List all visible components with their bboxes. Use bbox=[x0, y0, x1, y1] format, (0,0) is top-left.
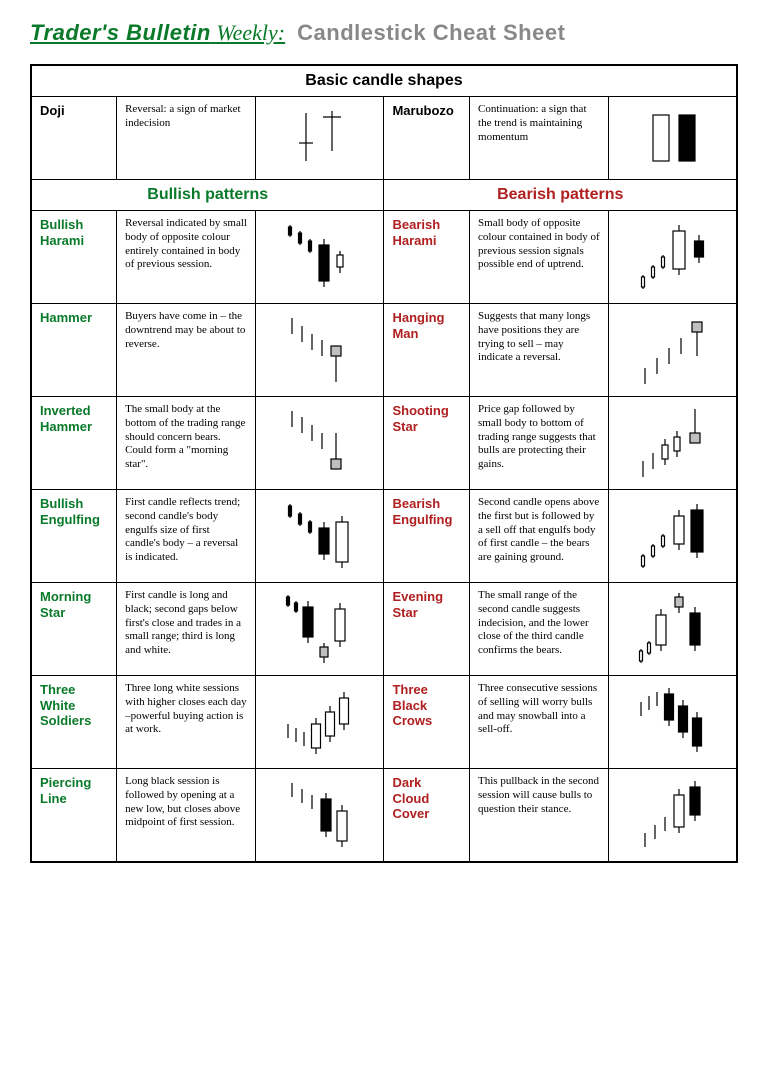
pattern-diagram bbox=[256, 676, 384, 769]
pattern-desc: Reversal: a sign of market indecision bbox=[117, 97, 256, 180]
pattern-name: Dark Cloud Cover bbox=[384, 769, 470, 863]
pattern-name: Hammer bbox=[31, 304, 117, 397]
brand-name: Trader's Bulletin bbox=[30, 20, 211, 45]
pattern-desc: Small body of opposite colour contained … bbox=[470, 211, 609, 304]
pattern-diagram bbox=[609, 676, 737, 769]
pattern-diagram bbox=[609, 304, 737, 397]
pattern-desc: Continuation: a sign that the trend is m… bbox=[470, 97, 609, 180]
page-header: Trader's Bulletin Weekly: Candlestick Ch… bbox=[30, 20, 738, 46]
pattern-diagram bbox=[256, 583, 384, 676]
pattern-name: Evening Star bbox=[384, 583, 470, 676]
pattern-desc: Reversal indicated by small body of oppo… bbox=[117, 211, 256, 304]
pattern-desc: Buyers have come in – the downtrend may … bbox=[117, 304, 256, 397]
pattern-diagram bbox=[256, 397, 384, 490]
pattern-row: Bullish HaramiReversal indicated by smal… bbox=[31, 211, 737, 304]
pattern-diagram bbox=[256, 304, 384, 397]
pattern-name: Morning Star bbox=[31, 583, 117, 676]
brand-weekly: Weekly: bbox=[211, 20, 285, 45]
pattern-name: Three Black Crows bbox=[384, 676, 470, 769]
pattern-desc: Second candle opens above the first but … bbox=[470, 490, 609, 583]
pattern-desc: Suggests that many longs have positions … bbox=[470, 304, 609, 397]
pattern-name: Marubozo bbox=[384, 97, 470, 180]
pattern-name: Hanging Man bbox=[384, 304, 470, 397]
pattern-diagram bbox=[609, 97, 737, 180]
pattern-row: Piercing LineLong black session is follo… bbox=[31, 769, 737, 863]
pattern-row: Inverted HammerThe small body at the bot… bbox=[31, 397, 737, 490]
pattern-name: Bearish Engulfing bbox=[384, 490, 470, 583]
pattern-diagram bbox=[609, 397, 737, 490]
section-bearish: Bearish patterns bbox=[384, 180, 737, 211]
pattern-desc: First candle is long and black; second g… bbox=[117, 583, 256, 676]
pattern-name: Shooting Star bbox=[384, 397, 470, 490]
pattern-name: Bearish Harami bbox=[384, 211, 470, 304]
pattern-desc: First candle reflects trend; second cand… bbox=[117, 490, 256, 583]
pattern-desc: Long black session is followed by openin… bbox=[117, 769, 256, 863]
pattern-diagram bbox=[256, 97, 384, 180]
pattern-desc: Price gap followed by small body to bott… bbox=[470, 397, 609, 490]
pattern-row: Bullish EngulfingFirst candle reflects t… bbox=[31, 490, 737, 583]
pattern-diagram bbox=[256, 211, 384, 304]
page-title: Candlestick Cheat Sheet bbox=[297, 20, 565, 45]
pattern-row: Morning StarFirst candle is long and bla… bbox=[31, 583, 737, 676]
pattern-desc: The small body at the bottom of the trad… bbox=[117, 397, 256, 490]
pattern-diagram bbox=[256, 769, 384, 863]
section-bullish: Bullish patterns bbox=[31, 180, 384, 211]
section-basic: Basic candle shapes bbox=[31, 65, 737, 97]
cheat-sheet-table: Basic candle shapes Doji Reversal: a sig… bbox=[30, 64, 738, 863]
pattern-desc: This pullback in the second session will… bbox=[470, 769, 609, 863]
pattern-name: Inverted Hammer bbox=[31, 397, 117, 490]
pattern-desc: Three consecutive sessions of selling wi… bbox=[470, 676, 609, 769]
basic-row: Doji Reversal: a sign of market indecisi… bbox=[31, 97, 737, 180]
pattern-diagram bbox=[609, 211, 737, 304]
pattern-name: Bullish Harami bbox=[31, 211, 117, 304]
pattern-diagram bbox=[609, 583, 737, 676]
pattern-name: Three White Soldiers bbox=[31, 676, 117, 769]
pattern-row: Three White SoldiersThree long white ses… bbox=[31, 676, 737, 769]
pattern-desc: Three long white sessions with higher cl… bbox=[117, 676, 256, 769]
pattern-row: HammerBuyers have come in – the downtren… bbox=[31, 304, 737, 397]
pattern-name: Bullish Engulfing bbox=[31, 490, 117, 583]
pattern-name: Doji bbox=[31, 97, 117, 180]
pattern-diagram bbox=[256, 490, 384, 583]
pattern-diagram bbox=[609, 490, 737, 583]
pattern-desc: The small range of the second candle sug… bbox=[470, 583, 609, 676]
pattern-diagram bbox=[609, 769, 737, 863]
pattern-name: Piercing Line bbox=[31, 769, 117, 863]
